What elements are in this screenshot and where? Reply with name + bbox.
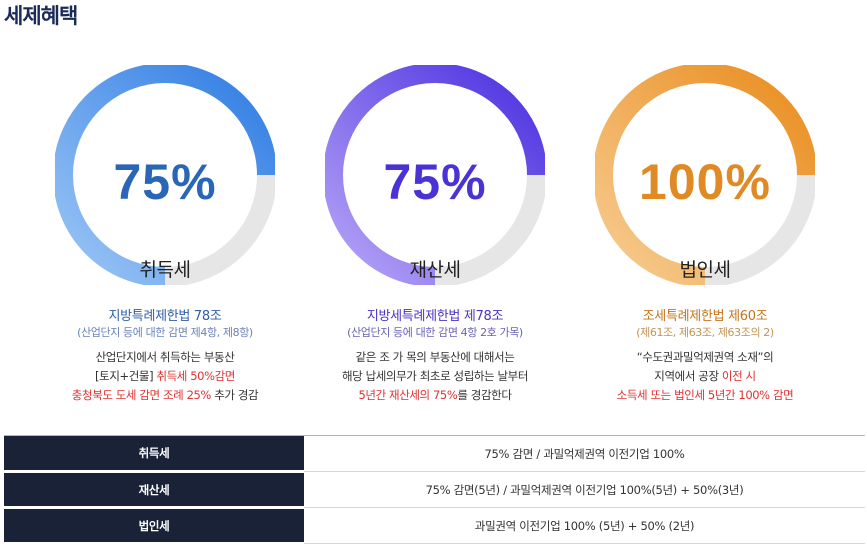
gauge-track [164, 174, 275, 285]
desc-line: 산업단지에서 취득하는 부동산 [95, 350, 235, 364]
gauge-ring [595, 65, 815, 285]
gauge-label: 재산세 [409, 259, 461, 281]
desc-text: [토지+건물] [95, 369, 157, 383]
tax-card-property: 75% 재산세 지방세특례제한법 제78조 (산업단지 등에 대한 감면 4항 … [305, 65, 565, 405]
desc-text: 를 경감한다 [457, 388, 512, 402]
desc-text: 지역에서 공장 [654, 369, 722, 383]
gauge-label: 취득세 [139, 259, 191, 281]
desc-line: “수도권과밀억제권역 소재”의 [636, 350, 774, 364]
desc-line: 충청북도 도세 감면 조례 25% 추가 경감 [35, 386, 295, 405]
gauge-track [434, 174, 545, 285]
desc-line: 해당 납세의무가 최초로 성립하는 날부터 [341, 369, 529, 383]
gauge-track [704, 174, 815, 285]
card-description: “수도권과밀억제권역 소재”의 지역에서 공장 이전 시 소득세 또는 법인세 … [575, 348, 835, 405]
desc-highlight: 5년간 재산세의 75% [358, 388, 458, 402]
law-title: 지방특례제한법 78조 [108, 309, 222, 324]
card-description: 산업단지에서 취득하는 부동산 [토지+건물] 취득세 50%감면 충청북도 도… [35, 348, 295, 405]
row-value: 과밀권역 이전기업 100% (5년) + 50% (2년) [304, 507, 865, 544]
row-header: 재산세 [4, 471, 304, 509]
row-value: 75% 감면 / 과밀억제권역 이전기업 100% [304, 435, 865, 472]
table-row: 법인세 과밀권역 이전기업 100% (5년) + 50% (2년) [4, 507, 865, 545]
desc-text: 추가 경감 [210, 388, 259, 402]
gauge-fill [55, 65, 275, 285]
tax-card-acquisition: 75% 취득세 지방특례제한법 78조 (산업단지 등에 대한 감면 제4항, … [35, 65, 295, 405]
desc-highlight: 충청북도 도세 감면 조례 25% [71, 388, 212, 402]
gauge-value: 100% [639, 154, 771, 210]
desc-line: [토지+건물] 취득세 50%감면 [35, 367, 295, 386]
desc-line: 같은 조 가 목의 부동산에 대해서는 [355, 350, 515, 364]
desc-highlight: 이전 시 [721, 369, 756, 383]
desc-highlight: 취득세 50%감면 [156, 369, 235, 383]
law-subtitle: (산업단지 등에 대한 감면 4항 2호 가목) [347, 326, 523, 339]
law-title: 조세특례제한법 제60조 [642, 309, 768, 324]
page-title: 세제혜택 [4, 4, 78, 28]
card-description: 같은 조 가 목의 부동산에 대해서는 해당 납세의무가 최초로 성립하는 날부… [305, 348, 565, 405]
desc-line: 5년간 재산세의 75%를 경감한다 [305, 386, 565, 405]
gauge-corporate: 100% 법인세 [575, 65, 835, 295]
law-subtitle: (제61조, 제63조, 제63조의 2) [636, 326, 774, 339]
tax-card-corporate: 100% 법인세 조세특례제한법 제60조 (제61조, 제63조, 제63조의… [575, 65, 835, 405]
gauge-acquisition: 75% 취득세 [35, 65, 295, 295]
row-header: 취득세 [4, 435, 304, 473]
desc-line: 지역에서 공장 이전 시 [575, 367, 835, 386]
gauge-fill [325, 65, 545, 285]
gauge-label: 법인세 [679, 259, 731, 281]
desc-line: 소득세 또는 법인세 5년간 100% 감면 [616, 388, 794, 402]
table-row: 취득세 75% 감면 / 과밀억제권역 이전기업 100% [4, 435, 865, 473]
gauge-fill [595, 65, 815, 285]
gauge-value: 75% [383, 154, 487, 210]
row-header: 법인세 [4, 507, 304, 545]
gauge-property: 75% 재산세 [305, 65, 565, 295]
summary-table: 취득세 75% 감면 / 과밀억제권역 이전기업 100% 재산세 75% 감면… [4, 435, 865, 545]
gauge-ring [325, 65, 545, 285]
table-row: 재산세 75% 감면(5년) / 과밀억제권역 이전기업 100%(5년) + … [4, 471, 865, 509]
law-subtitle: (산업단지 등에 대한 감면 제4항, 제8항) [77, 326, 253, 339]
gauge-ring [55, 65, 275, 285]
gauge-value: 75% [113, 154, 217, 210]
law-title: 지방세특례제한법 제78조 [366, 309, 504, 324]
row-value: 75% 감면(5년) / 과밀억제권역 이전기업 100%(5년) + 50%(… [304, 471, 865, 508]
